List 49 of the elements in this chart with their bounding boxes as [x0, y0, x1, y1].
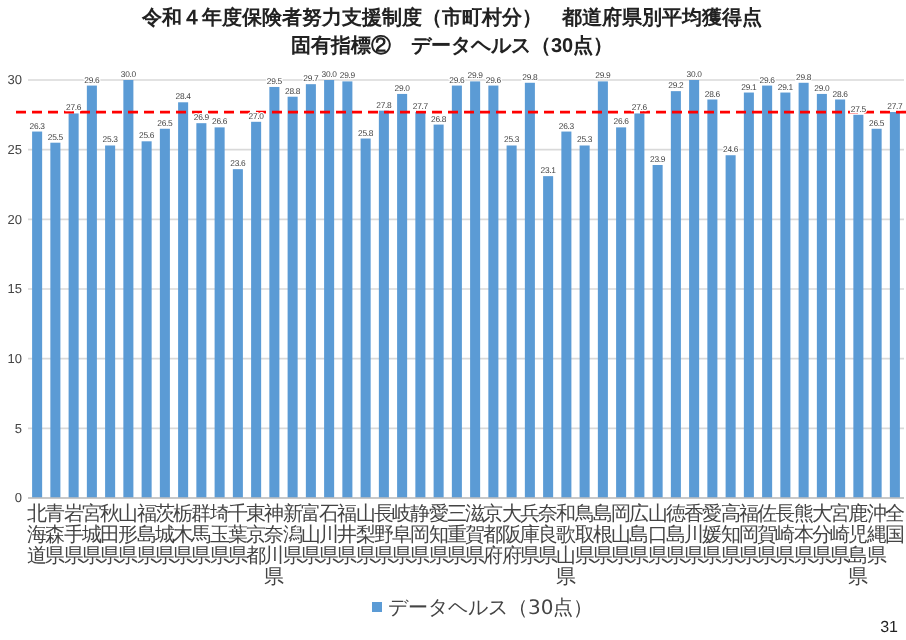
x-tick-label: 岐阜県 — [392, 502, 413, 568]
x-tick-label: 石川県 — [319, 504, 340, 568]
subtitle: 固有指標② データヘルス（30点） — [290, 36, 614, 58]
x-tick-label: 広島県 — [629, 502, 650, 568]
x-tick-label: 富山県 — [300, 502, 321, 568]
x-tick-label: 栃木県 — [173, 502, 194, 568]
x-tick-label: 沖縄県 — [864, 502, 887, 568]
x-tick-label: 愛知県 — [428, 502, 449, 568]
x-tick-label: 山形県 — [118, 502, 139, 568]
x-tick-label: 青森県 — [45, 502, 66, 568]
x-tick-label: 長野県 — [373, 504, 394, 568]
x-tick-label: 岩手県 — [63, 502, 84, 568]
x-tick-label: 香川県 — [684, 502, 705, 568]
x-tick-label: 新潟県 — [282, 502, 303, 568]
x-tick-label: 奈良県 — [538, 504, 559, 568]
x-tick-label: 岡山県 — [611, 504, 632, 568]
x-tick-label: 神奈川県 — [264, 502, 285, 589]
legend-label: データヘルス（30点） — [388, 596, 594, 620]
text: 31 — [880, 618, 900, 636]
x-tick-label: 滋賀県 — [465, 502, 486, 568]
x-tick-label: 福岡県 — [738, 502, 759, 568]
x-tick-label: 京都府 — [483, 502, 504, 568]
x-tick-label: 兵庫県 — [519, 502, 540, 568]
x-tick-label: 東京都 — [246, 502, 267, 568]
x-tick-label: 山梨県 — [355, 502, 376, 568]
x-tick-label: 長崎県 — [775, 504, 796, 568]
x-tick-label: 千葉県 — [227, 502, 248, 568]
x-tick-label: 大阪府 — [501, 502, 522, 568]
x-tick-label: 佐賀県 — [757, 504, 778, 568]
x-tick-label: 宮崎県 — [830, 502, 851, 568]
x-tick-label: 福井県 — [337, 502, 358, 568]
x-tick-label: 三重県 — [446, 504, 467, 568]
x-tick-label: 全国 — [884, 502, 905, 547]
x-tick-label: 北海道 — [27, 502, 48, 568]
x-tick-label: 愛媛県 — [702, 502, 723, 568]
x-tick-label: 静岡県 — [410, 502, 431, 568]
x-tick-label: 鹿児島県 — [848, 502, 869, 589]
x-tick-label: 大分県 — [811, 502, 832, 568]
x-tick-label: 高知県 — [720, 502, 741, 568]
x-tick-label: 和歌山県 — [556, 502, 577, 589]
title: 令和４年度保険者努力支援制度（市町村分） 都道府県別平均獲得点 — [142, 8, 762, 30]
x-tick-label: 熊本県 — [793, 502, 814, 568]
x-tick-label: 徳島県 — [665, 504, 686, 568]
x-tick-label: 山口県 — [647, 502, 668, 568]
x-tick-label: 福島県 — [136, 502, 157, 568]
x-tick-label: 群馬県 — [189, 502, 212, 568]
x-tick-label: 秋田県 — [100, 502, 121, 568]
x-tick-label: 鳥取県 — [572, 502, 595, 568]
x-tick-label: 島根県 — [592, 502, 613, 568]
